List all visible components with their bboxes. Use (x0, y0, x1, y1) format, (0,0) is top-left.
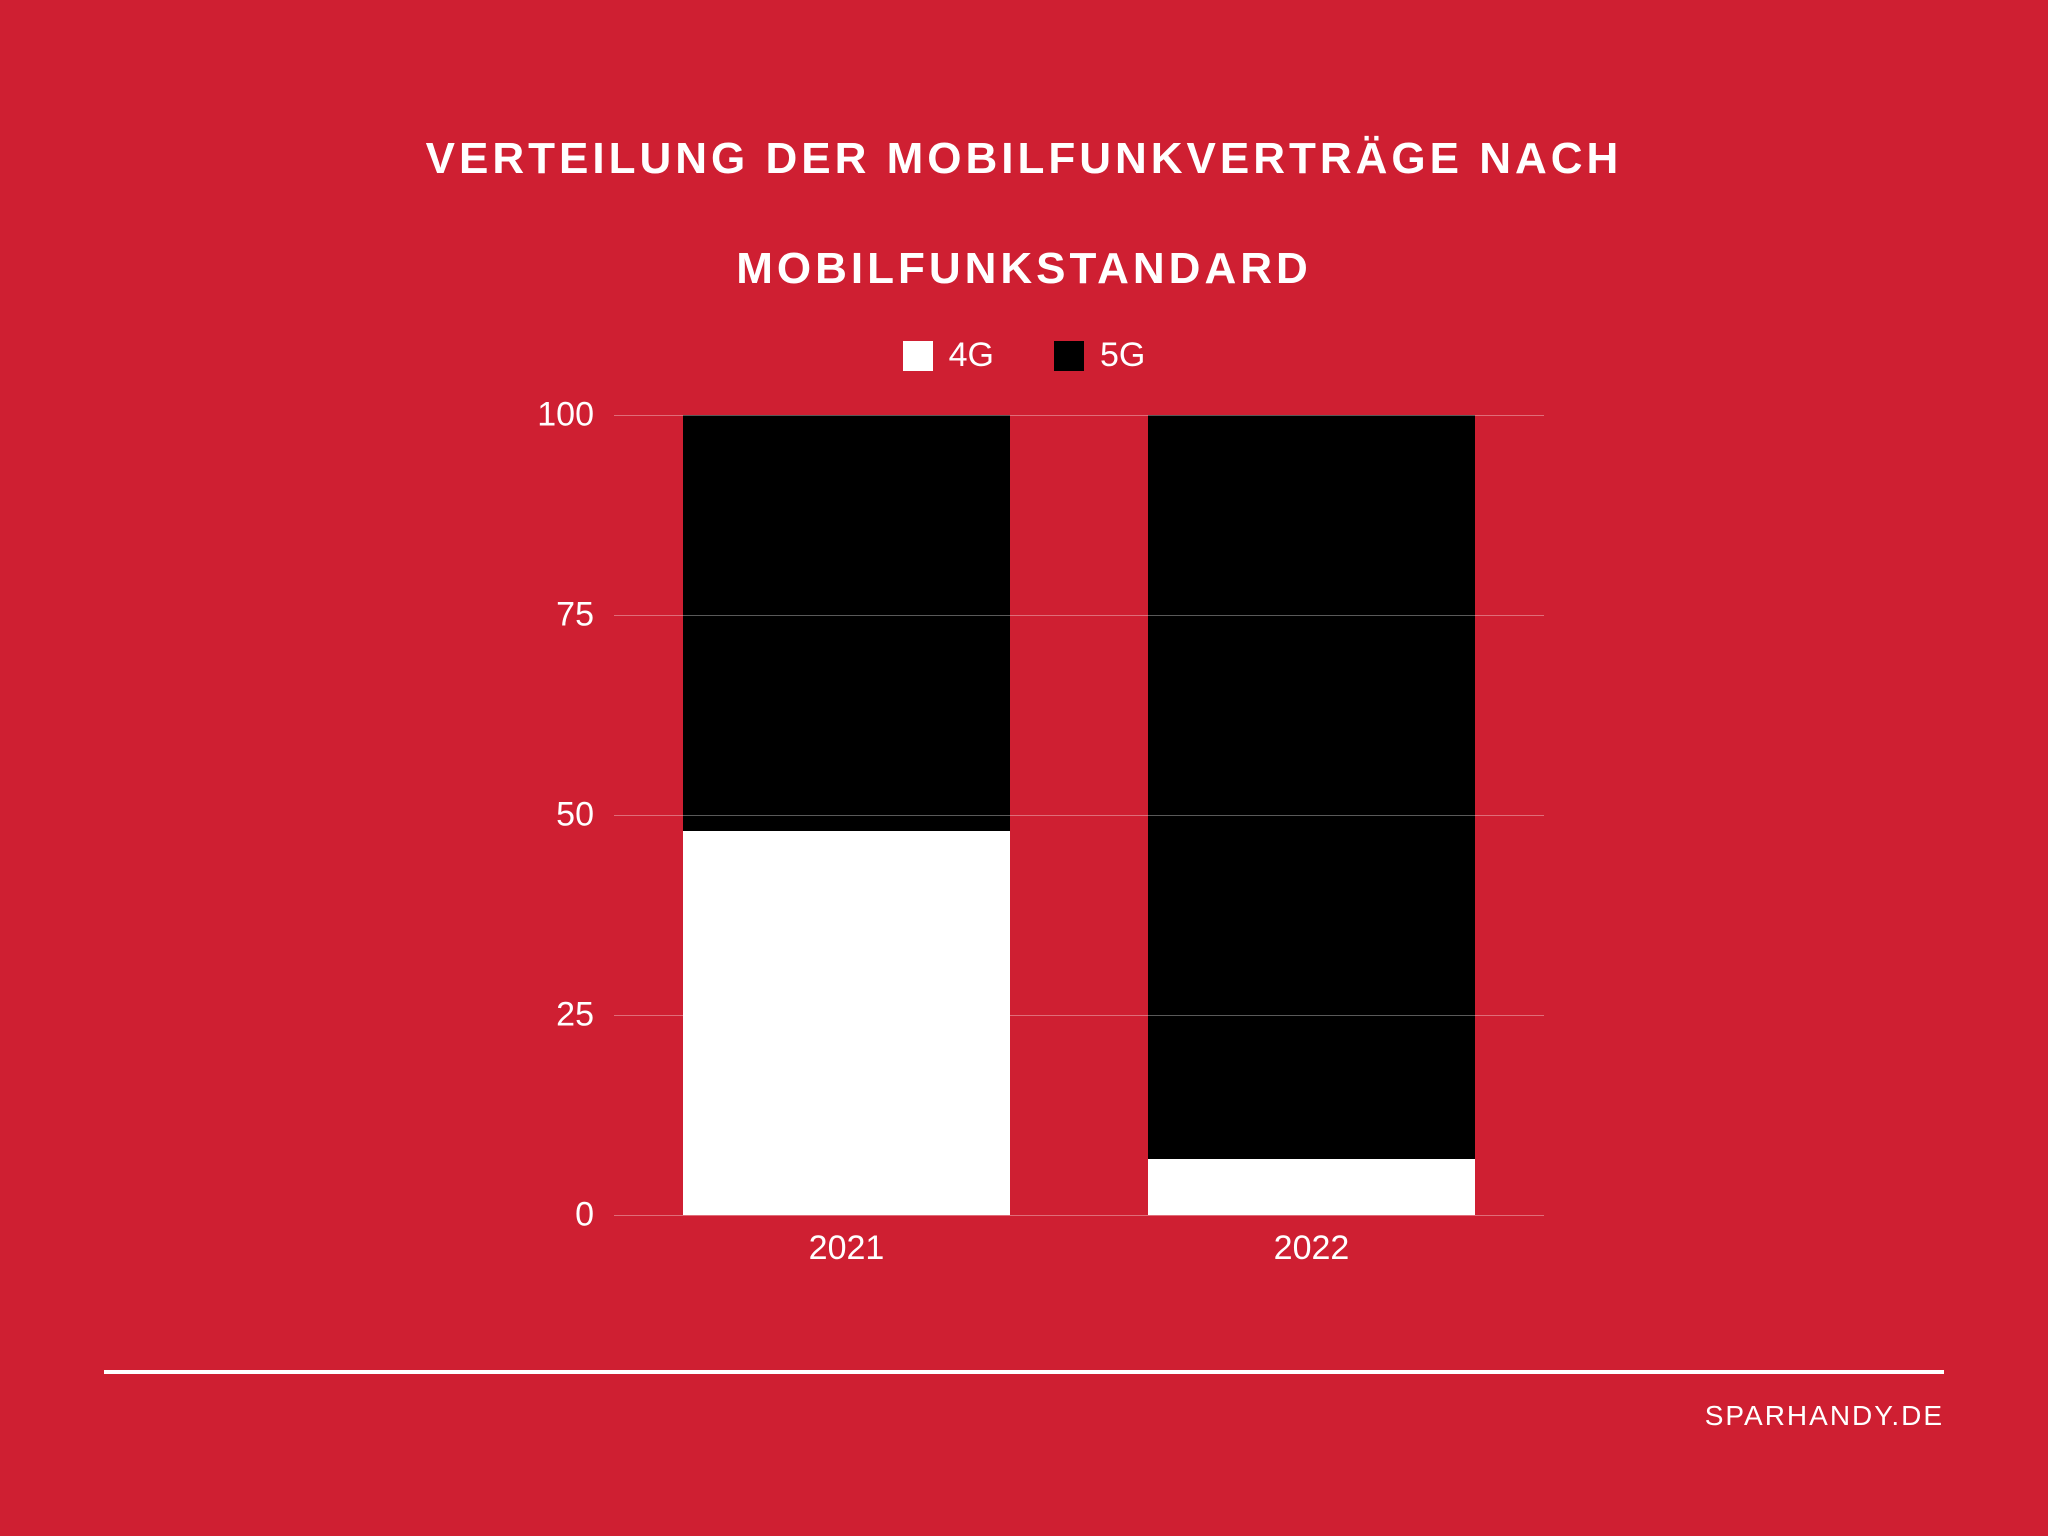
x-label-2021: 2021 (637, 1229, 1056, 1268)
grid-line-0 (614, 1215, 1544, 1216)
legend: 4G 5G (104, 336, 1944, 375)
title-line1: VERTEILUNG DER MOBILFUNKVERTRÄGE NACH (426, 134, 1623, 183)
y-label-100: 100 (504, 396, 594, 435)
legend-swatch-4g (903, 341, 933, 371)
grid-line-25 (614, 1015, 1544, 1016)
y-label-50: 50 (504, 796, 594, 835)
y-label-0: 0 (504, 1196, 594, 1235)
legend-item-4g: 4G (903, 336, 994, 375)
inner-area: VERTEILUNG DER MOBILFUNKVERTRÄGE NACH MO… (104, 76, 1944, 1460)
bar-2022-5g (1148, 415, 1474, 1159)
chart-title: VERTEILUNG DER MOBILFUNKVERTRÄGE NACH MO… (104, 76, 1944, 296)
title-line2: MOBILFUNKSTANDARD (736, 244, 1312, 293)
chart: 2021 2022 0255075100 (504, 405, 1544, 1285)
legend-item-5g: 5G (1054, 336, 1145, 375)
bar-2021-4g (683, 831, 1009, 1215)
x-label-2022: 2022 (1102, 1229, 1521, 1268)
y-label-25: 25 (504, 996, 594, 1035)
canvas: VERTEILUNG DER MOBILFUNKVERTRÄGE NACH MO… (0, 0, 2048, 1536)
legend-swatch-5g (1054, 341, 1084, 371)
plot-area: 2021 2022 0255075100 (614, 415, 1544, 1215)
legend-label-5g: 5G (1100, 336, 1145, 375)
source-label: SPARHANDY.DE (1705, 1400, 1944, 1432)
y-label-75: 75 (504, 596, 594, 635)
grid-line-50 (614, 815, 1544, 816)
bar-2022-4g (1148, 1159, 1474, 1215)
divider-line (104, 1370, 1944, 1374)
grid-line-75 (614, 615, 1544, 616)
legend-label-4g: 4G (949, 336, 994, 375)
grid-line-100 (614, 415, 1544, 416)
bar-2021-5g (683, 415, 1009, 831)
